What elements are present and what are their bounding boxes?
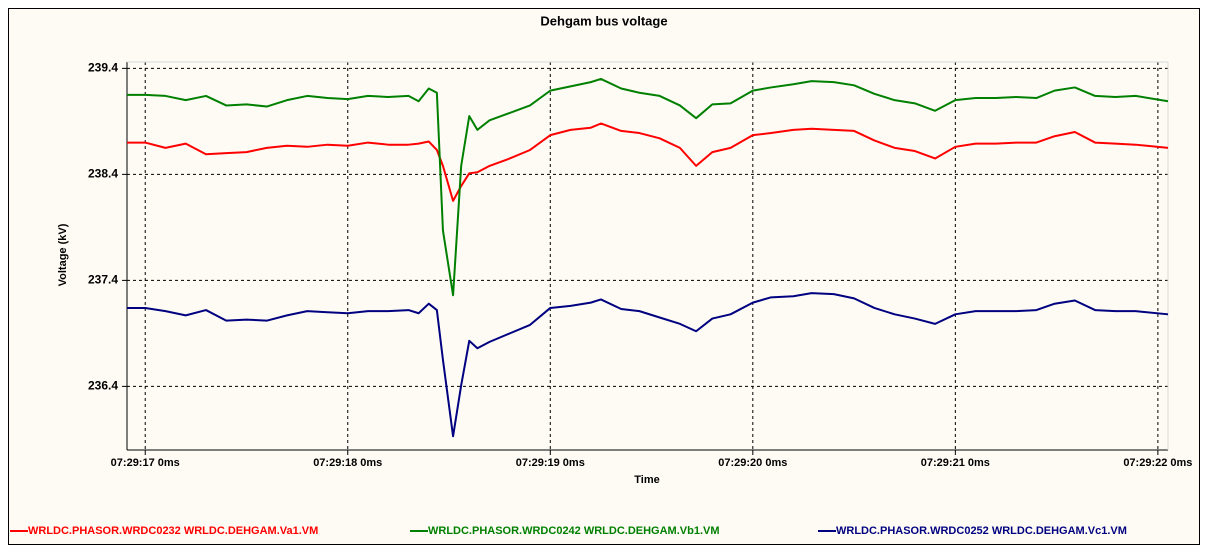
series-line bbox=[127, 122, 1169, 202]
y-tick-label: 237.4 bbox=[88, 273, 118, 287]
y-tick-label: 238.4 bbox=[88, 167, 118, 181]
legend-label: WRLDC.PHASOR.WRDC0232 WRLDC.DEHGAM.Va1.V… bbox=[28, 525, 318, 537]
chart-frame bbox=[8, 8, 1200, 545]
x-tick-label: 07:29:21 0ms bbox=[921, 457, 990, 469]
x-tick-label: 07:29:19 0ms bbox=[516, 457, 585, 469]
legend-label: WRLDC.PHASOR.WRDC0252 WRLDC.DEHGAM.Vc1.V… bbox=[836, 525, 1127, 537]
chart-title: Dehgam bus voltage bbox=[540, 13, 667, 28]
y-tick-label: 236.4 bbox=[88, 379, 118, 393]
y-tick-label: 239.4 bbox=[88, 61, 118, 75]
series-line bbox=[127, 292, 1169, 438]
x-tick-label: 07:29:20 0ms bbox=[718, 457, 787, 469]
legend-label: WRLDC.PHASOR.WRDC0242 WRLDC.DEHGAM.Vb1.V… bbox=[428, 525, 720, 537]
x-axis-label: Time bbox=[634, 474, 659, 486]
x-tick-label: 07:29:17 0ms bbox=[111, 457, 180, 469]
x-tick-label: 07:29:18 0ms bbox=[313, 457, 382, 469]
y-axis-label: Voltage (kV) bbox=[57, 223, 69, 286]
x-tick-label: 07:29:22 0ms bbox=[1123, 457, 1192, 469]
series-line bbox=[127, 77, 1169, 297]
